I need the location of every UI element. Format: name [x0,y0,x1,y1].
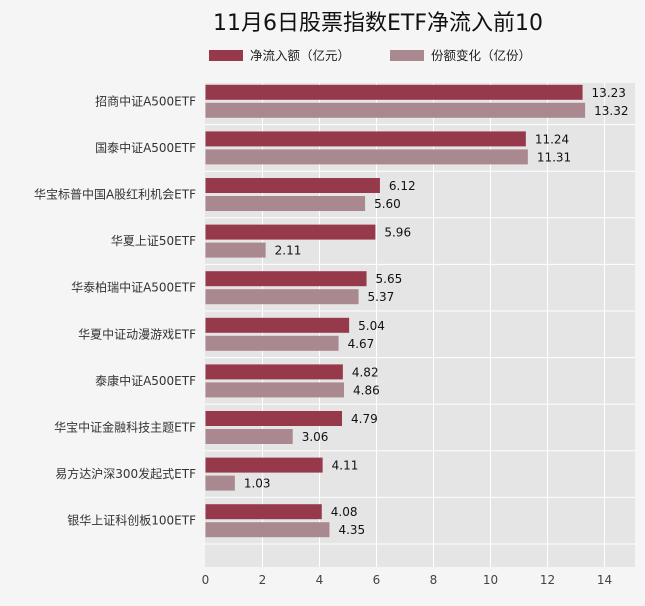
legend-swatch-share-change [390,50,424,61]
bar-share-change [205,475,235,491]
bar-net-inflow [205,364,343,380]
data-label: 6.12 [389,179,416,193]
data-label: 4.67 [348,337,375,351]
legend-swatch-net-inflow [209,50,243,61]
data-label: 13.32 [594,104,628,118]
bar-share-change [205,102,586,118]
bar-share-change [205,429,293,444]
data-label: 4.08 [331,505,358,519]
data-label: 5.65 [376,272,403,286]
category-label: 银华上证科创板100ETF [67,514,196,528]
data-label: 4.86 [353,383,380,397]
x-tick-label: 8 [430,573,438,587]
category-label: 易方达沪深300发起式ETF [55,466,196,481]
bar-share-change [205,242,266,258]
bar-share-change [205,196,366,211]
category-label: 华夏中证动漫游戏ETF [78,326,196,341]
category-label: 招商中证A500ETF [95,93,196,108]
data-label: 3.06 [302,430,329,444]
bar-net-inflow [205,224,376,240]
legend: 净流入额（亿元） 份额变化（亿份） [209,48,531,63]
data-label: 5.96 [384,226,411,240]
data-label: 2.11 [275,244,302,258]
bar-net-inflow [205,84,583,100]
x-tick-label: 2 [259,573,267,587]
data-label: 4.11 [332,459,359,473]
category-label: 国泰中证A500ETF [95,140,196,155]
bar-share-change [205,149,528,165]
bar-net-inflow [205,271,367,287]
category-label: 华宝标普中国A股红利机会ETF [34,187,196,202]
bar-net-inflow [205,411,343,426]
bar-net-inflow [205,131,526,147]
bar-net-inflow [205,457,323,473]
data-label: 5.04 [358,319,385,333]
x-tick-label: 0 [202,573,210,587]
bar-share-change [205,382,345,398]
bar-net-inflow [205,317,350,333]
bars: 13.23 13.32 11.24 11.31 6.12 5.60 5.96 2.11 5.65… [205,84,628,538]
category-label: 华泰柏瑞中证A500ETF [71,280,196,295]
x-tick-label: 14 [597,573,612,587]
data-label: 4.82 [352,365,379,379]
data-label: 4.35 [338,523,365,537]
category-label: 华夏上证50ETF [111,234,196,248]
bar-share-change [205,522,330,538]
data-label: 4.79 [351,412,378,426]
x-tick-label: 6 [373,573,381,587]
chart-title: 11月6日股票指数ETF净流入前10 [213,11,543,36]
data-label: 11.31 [537,150,571,164]
data-label: 11.24 [535,132,569,146]
bar-share-change [205,335,339,351]
x-tick-label: 12 [540,573,555,587]
legend-label-share-change: 份额变化（亿份） [431,48,531,63]
category-label: 泰康中证A500ETF [95,373,196,388]
x-tick-label: 4 [316,573,324,587]
data-label: 13.23 [592,86,626,100]
bar-share-change [205,289,359,305]
data-label: 5.60 [374,197,401,211]
bar-net-inflow [205,178,380,193]
data-label: 1.03 [244,477,271,491]
legend-label-net-inflow: 净流入额（亿元） [250,48,350,63]
x-axis: 0 2 4 6 8 10 12 14 [202,573,612,587]
x-tick-label: 10 [483,573,498,587]
category-label: 华宝中证金融科技主题ETF [54,420,196,435]
data-label: 5.37 [368,290,395,304]
category-labels: 招商中证A500ETF 国泰中证A500ETF 华宝标普中国A股红利机会ETF 华夏上… [34,93,196,527]
bar-net-inflow [205,504,322,520]
